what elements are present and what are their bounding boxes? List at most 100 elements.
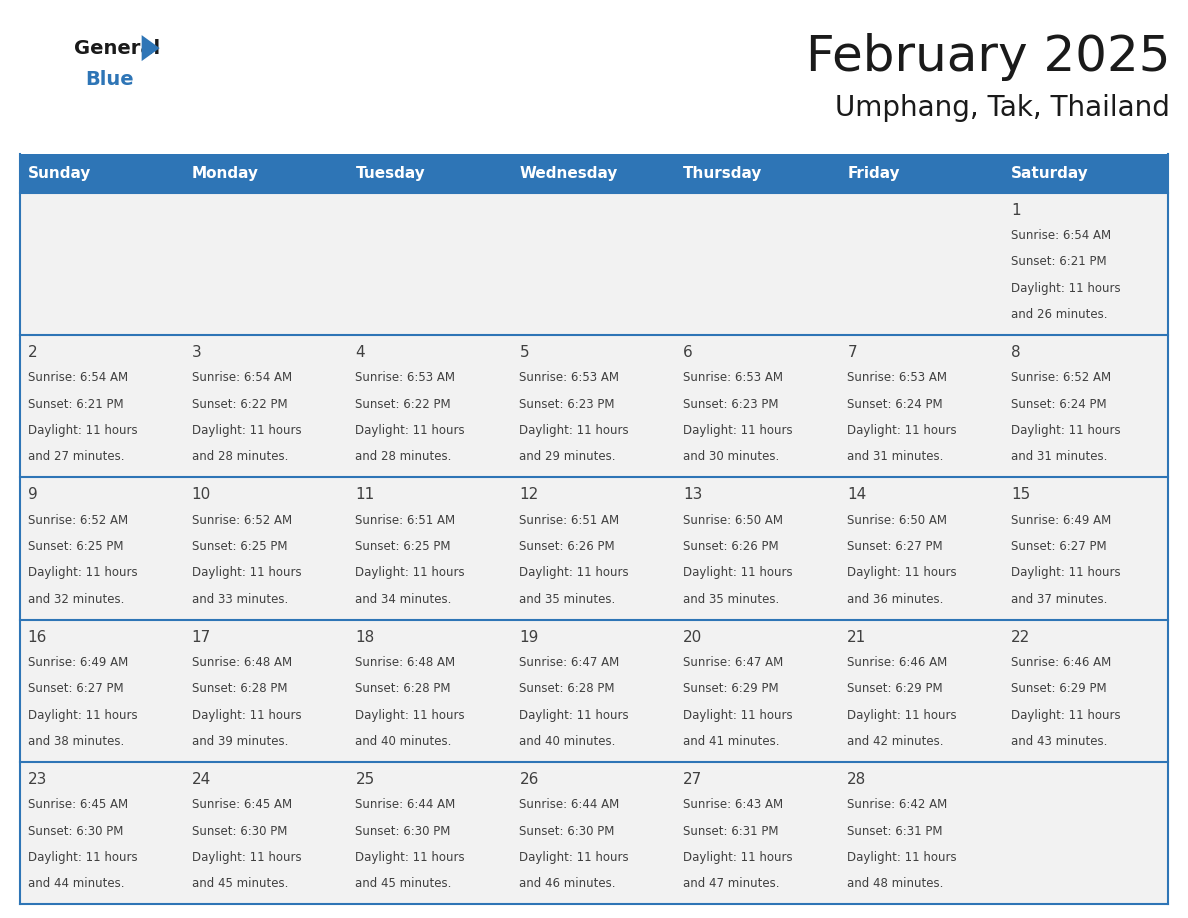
Text: Friday: Friday	[847, 166, 901, 181]
Text: and 35 minutes.: and 35 minutes.	[683, 593, 779, 606]
Text: Sunrise: 6:49 AM: Sunrise: 6:49 AM	[27, 656, 128, 669]
Text: Sunday: Sunday	[27, 166, 91, 181]
Text: 23: 23	[27, 772, 48, 787]
Text: and 46 minutes.: and 46 minutes.	[519, 878, 615, 890]
Text: Daylight: 11 hours: Daylight: 11 hours	[847, 851, 956, 864]
Text: 9: 9	[27, 487, 37, 502]
Text: 21: 21	[847, 630, 866, 644]
Text: February 2025: February 2025	[805, 33, 1170, 81]
Text: Daylight: 11 hours: Daylight: 11 hours	[27, 424, 137, 437]
Text: and 43 minutes.: and 43 minutes.	[1011, 735, 1107, 748]
Text: Sunrise: 6:54 AM: Sunrise: 6:54 AM	[191, 372, 291, 385]
Text: Thursday: Thursday	[683, 166, 763, 181]
Text: Daylight: 11 hours: Daylight: 11 hours	[683, 709, 792, 722]
Text: Sunrise: 6:46 AM: Sunrise: 6:46 AM	[847, 656, 948, 669]
Bar	[348, 154, 512, 193]
Text: Daylight: 11 hours: Daylight: 11 hours	[683, 851, 792, 864]
Text: Sunset: 6:27 PM: Sunset: 6:27 PM	[847, 540, 943, 553]
Text: 22: 22	[1011, 630, 1030, 644]
Text: 14: 14	[847, 487, 866, 502]
Text: and 33 minutes.: and 33 minutes.	[191, 593, 287, 606]
Text: Daylight: 11 hours: Daylight: 11 hours	[683, 424, 792, 437]
Text: Daylight: 11 hours: Daylight: 11 hours	[847, 424, 956, 437]
Bar	[20, 193, 1168, 335]
Text: Sunset: 6:21 PM: Sunset: 6:21 PM	[27, 397, 124, 410]
Text: Sunrise: 6:47 AM: Sunrise: 6:47 AM	[683, 656, 784, 669]
Text: Sunrise: 6:50 AM: Sunrise: 6:50 AM	[847, 514, 947, 527]
Text: and 26 minutes.: and 26 minutes.	[1011, 308, 1107, 321]
Text: 3: 3	[191, 345, 201, 360]
Text: and 27 minutes.: and 27 minutes.	[27, 451, 124, 464]
Text: and 40 minutes.: and 40 minutes.	[519, 735, 615, 748]
Text: 25: 25	[355, 772, 374, 787]
Text: Daylight: 11 hours: Daylight: 11 hours	[519, 566, 628, 579]
Bar	[20, 335, 1168, 477]
Text: 8: 8	[1011, 345, 1020, 360]
Text: and 30 minutes.: and 30 minutes.	[683, 451, 779, 464]
Text: Sunset: 6:23 PM: Sunset: 6:23 PM	[519, 397, 615, 410]
Text: 20: 20	[683, 630, 702, 644]
Text: Sunset: 6:27 PM: Sunset: 6:27 PM	[27, 682, 124, 695]
Text: Sunrise: 6:51 AM: Sunrise: 6:51 AM	[355, 514, 455, 527]
Text: Sunset: 6:30 PM: Sunset: 6:30 PM	[27, 824, 122, 837]
Bar	[20, 477, 1168, 620]
Text: and 29 minutes.: and 29 minutes.	[519, 451, 615, 464]
Bar	[184, 154, 348, 193]
Text: Sunrise: 6:43 AM: Sunrise: 6:43 AM	[683, 799, 783, 812]
Text: Daylight: 11 hours: Daylight: 11 hours	[191, 851, 301, 864]
Text: Sunset: 6:31 PM: Sunset: 6:31 PM	[847, 824, 943, 837]
Text: Sunset: 6:22 PM: Sunset: 6:22 PM	[355, 397, 451, 410]
Text: Sunrise: 6:52 AM: Sunrise: 6:52 AM	[27, 514, 127, 527]
Text: Daylight: 11 hours: Daylight: 11 hours	[683, 566, 792, 579]
Text: Daylight: 11 hours: Daylight: 11 hours	[27, 566, 137, 579]
Text: 2: 2	[27, 345, 37, 360]
Text: and 35 minutes.: and 35 minutes.	[519, 593, 615, 606]
Text: 16: 16	[27, 630, 48, 644]
Text: and 31 minutes.: and 31 minutes.	[1011, 451, 1107, 464]
Text: Wednesday: Wednesday	[519, 166, 618, 181]
Text: and 48 minutes.: and 48 minutes.	[847, 878, 943, 890]
Text: 28: 28	[847, 772, 866, 787]
Text: Sunset: 6:25 PM: Sunset: 6:25 PM	[355, 540, 451, 553]
Text: and 44 minutes.: and 44 minutes.	[27, 878, 124, 890]
Text: Sunrise: 6:45 AM: Sunrise: 6:45 AM	[191, 799, 291, 812]
Text: Daylight: 11 hours: Daylight: 11 hours	[1011, 566, 1120, 579]
Text: Daylight: 11 hours: Daylight: 11 hours	[847, 566, 956, 579]
Text: and 40 minutes.: and 40 minutes.	[355, 735, 451, 748]
Text: Sunrise: 6:45 AM: Sunrise: 6:45 AM	[27, 799, 127, 812]
Text: Sunrise: 6:53 AM: Sunrise: 6:53 AM	[683, 372, 783, 385]
Text: and 38 minutes.: and 38 minutes.	[27, 735, 124, 748]
Text: 13: 13	[683, 487, 703, 502]
Text: Blue: Blue	[86, 70, 134, 89]
Bar	[676, 154, 840, 193]
Text: Daylight: 11 hours: Daylight: 11 hours	[191, 566, 301, 579]
Text: and 39 minutes.: and 39 minutes.	[191, 735, 287, 748]
Text: Sunrise: 6:51 AM: Sunrise: 6:51 AM	[519, 514, 619, 527]
Text: Daylight: 11 hours: Daylight: 11 hours	[1011, 282, 1120, 295]
Text: Sunset: 6:28 PM: Sunset: 6:28 PM	[355, 682, 451, 695]
Text: Daylight: 11 hours: Daylight: 11 hours	[519, 709, 628, 722]
Text: Sunset: 6:30 PM: Sunset: 6:30 PM	[191, 824, 286, 837]
Text: Saturday: Saturday	[1011, 166, 1089, 181]
Text: Sunrise: 6:53 AM: Sunrise: 6:53 AM	[847, 372, 947, 385]
Text: 10: 10	[191, 487, 210, 502]
Bar	[512, 154, 676, 193]
Text: Sunrise: 6:44 AM: Sunrise: 6:44 AM	[355, 799, 456, 812]
Text: Sunset: 6:26 PM: Sunset: 6:26 PM	[683, 540, 779, 553]
Text: Sunset: 6:31 PM: Sunset: 6:31 PM	[683, 824, 779, 837]
Text: 26: 26	[519, 772, 539, 787]
Text: Sunrise: 6:53 AM: Sunrise: 6:53 AM	[355, 372, 455, 385]
Text: Sunset: 6:28 PM: Sunset: 6:28 PM	[191, 682, 287, 695]
Text: and 42 minutes.: and 42 minutes.	[847, 735, 943, 748]
Text: and 31 minutes.: and 31 minutes.	[847, 451, 943, 464]
Text: Sunrise: 6:47 AM: Sunrise: 6:47 AM	[519, 656, 620, 669]
Text: Daylight: 11 hours: Daylight: 11 hours	[519, 851, 628, 864]
Text: Daylight: 11 hours: Daylight: 11 hours	[27, 709, 137, 722]
Text: 7: 7	[847, 345, 857, 360]
Text: Sunset: 6:25 PM: Sunset: 6:25 PM	[191, 540, 287, 553]
Text: 24: 24	[191, 772, 210, 787]
Text: and 32 minutes.: and 32 minutes.	[27, 593, 124, 606]
Text: Daylight: 11 hours: Daylight: 11 hours	[355, 851, 465, 864]
Text: Sunset: 6:26 PM: Sunset: 6:26 PM	[519, 540, 615, 553]
Text: and 36 minutes.: and 36 minutes.	[847, 593, 943, 606]
